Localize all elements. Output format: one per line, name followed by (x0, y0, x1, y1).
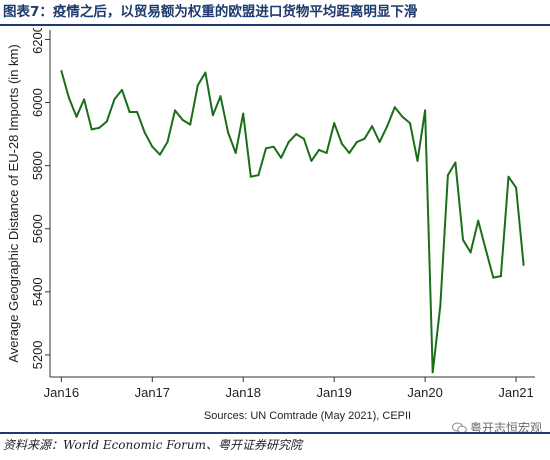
data-point (454, 161, 457, 164)
x-tick-label: Jan18 (226, 385, 261, 400)
data-point (409, 122, 411, 125)
data-point (484, 248, 487, 251)
y-tick-label: 6000 (30, 88, 45, 117)
data-point (477, 219, 480, 222)
data-point (318, 148, 320, 151)
data-point (181, 118, 184, 121)
data-point (158, 153, 161, 156)
y-axis-title: Average Geographic Distance of EU-28 Imp… (6, 44, 21, 362)
data-point (416, 159, 419, 162)
data-point (340, 142, 343, 145)
data-point (431, 371, 434, 374)
source-footer: 资料来源：World Economic Forum、粤开证券研究院 (0, 432, 550, 458)
data-point (136, 111, 139, 113)
data-point (462, 238, 464, 241)
x-tick-label: Jan20 (407, 385, 442, 400)
data-point (386, 125, 389, 128)
data-point (196, 84, 199, 87)
x-tick-label: Jan17 (135, 385, 170, 400)
data-point (234, 152, 237, 154)
watermark-text: 粤开志恒宏观 (469, 421, 542, 435)
data-point (90, 128, 93, 131)
data-point (355, 141, 358, 143)
y-tick-label: 6200 (30, 28, 45, 54)
x-axis: Jan16 Jan17 Jan18 Jan19 Jan20 Jan21 (44, 376, 535, 400)
series-layer (60, 70, 525, 374)
data-point (446, 174, 449, 177)
data-point (98, 126, 101, 129)
data-point (211, 114, 214, 117)
y-tick-label: 5800 (30, 151, 45, 180)
data-point (174, 109, 176, 112)
series-line (60, 70, 525, 374)
data-point (295, 133, 298, 136)
data-point (287, 141, 290, 143)
y-tick-label: 5200 (30, 340, 45, 369)
data-point (515, 186, 518, 189)
data-point (348, 152, 351, 154)
chart-source-note: Sources: UN Comtrade (May 2021), CEPII (204, 410, 411, 422)
data-point (60, 70, 63, 72)
data-point (272, 145, 275, 148)
x-tick-label: Jan16 (44, 385, 79, 400)
data-point (310, 159, 313, 162)
data-point (265, 147, 267, 150)
x-tick-label: Jan19 (316, 385, 351, 400)
data-point (242, 112, 245, 115)
data-point (492, 276, 495, 279)
data-point (371, 125, 374, 128)
data-point (401, 115, 404, 118)
data-point (378, 141, 381, 143)
data-point (204, 71, 207, 74)
data-point (302, 137, 305, 140)
x-tick-label: Jan21 (498, 385, 533, 400)
data-point (507, 175, 510, 178)
data-point (280, 156, 283, 159)
data-point (333, 122, 336, 125)
data-point (363, 137, 366, 140)
data-point (424, 109, 427, 112)
figure-title: 图表7：疫情之后，以贸易额为权重的欧盟进口货物平均距离明显下滑 (0, 0, 550, 26)
data-point (189, 123, 192, 126)
data-point (249, 175, 252, 178)
data-point (113, 98, 116, 101)
data-point (439, 305, 442, 307)
data-point (227, 131, 230, 134)
data-point (219, 95, 222, 98)
data-point (121, 88, 123, 91)
y-tick-label: 5400 (30, 277, 45, 306)
data-point (105, 120, 108, 123)
chart-area: 5200 5400 5600 5800 6000 6200 Jan16 Jan17 Jan18… (0, 25, 550, 432)
data-point (325, 152, 328, 154)
data-point (469, 251, 472, 254)
data-point (393, 106, 396, 109)
data-point (128, 111, 131, 113)
data-point (499, 275, 502, 278)
data-point (75, 115, 78, 118)
data-point (257, 174, 260, 177)
data-point (67, 96, 70, 99)
y-tick-label: 5600 (30, 214, 45, 243)
data-point (166, 141, 169, 143)
line-chart: 5200 5400 5600 5800 6000 6200 Jan16 Jan17 Jan18… (6, 25, 535, 422)
data-point (151, 145, 154, 148)
data-point (143, 131, 146, 134)
data-point (522, 264, 525, 266)
data-point (83, 98, 86, 101)
y-axis: 5200 5400 5600 5800 6000 6200 (30, 25, 51, 377)
